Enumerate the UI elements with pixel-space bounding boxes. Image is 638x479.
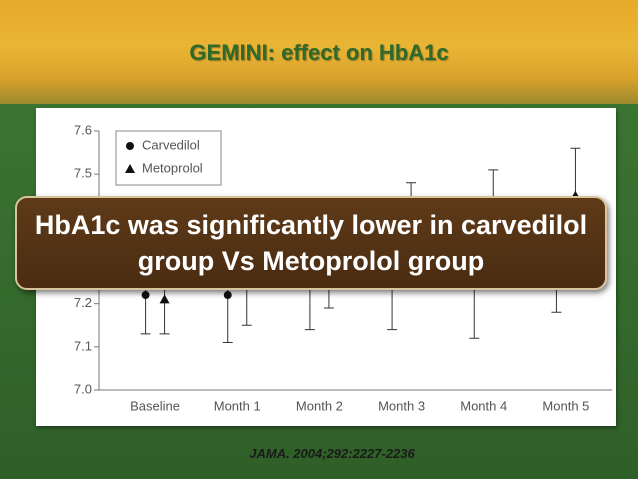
- y-tick-label: 7.5: [74, 166, 92, 181]
- legend-marker: [126, 142, 134, 150]
- data-point: [223, 291, 232, 300]
- x-tick-label: Month 1: [214, 398, 261, 413]
- data-point: [159, 294, 170, 304]
- x-tick-label: Month 4: [460, 398, 507, 413]
- legend-marker: [125, 164, 135, 173]
- x-tick-label: Month 5: [542, 398, 589, 413]
- annotation: HbA1c was significantly lower in carvedi…: [34, 210, 588, 276]
- data-point: [141, 291, 150, 300]
- y-tick-label: 7.6: [74, 122, 92, 137]
- y-tick-label: 7.2: [74, 295, 92, 310]
- y-tick-label: 7.0: [74, 381, 92, 396]
- annotation-box: HbA1c was significantly lower in carvedi…: [15, 196, 607, 290]
- x-tick-label: Month 3: [378, 398, 425, 413]
- x-tick-label: Month 2: [296, 398, 343, 413]
- y-tick-label: 7.1: [74, 338, 92, 353]
- legend-label: Carvedilol: [142, 137, 200, 152]
- x-tick-label: Baseline: [130, 398, 180, 413]
- legend-box: [115, 130, 222, 186]
- source: JAMA. 2004;292:2227-2236: [249, 446, 415, 461]
- legend-label: Metoprolol: [142, 160, 203, 175]
- slide-title: GEMINI: effect on HbA1c: [189, 40, 449, 65]
- header-band: [0, 0, 638, 104]
